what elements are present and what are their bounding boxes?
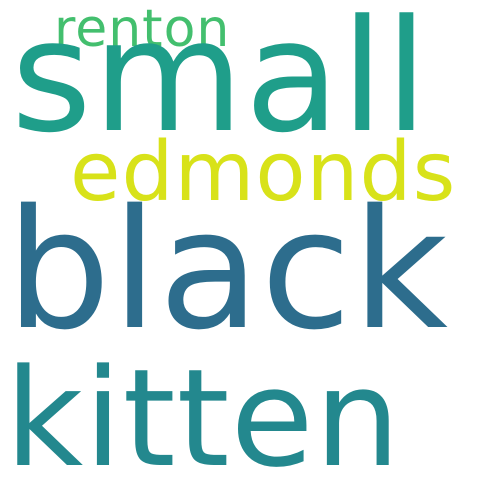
word-kitten: kitten [5,340,402,497]
word-renton: renton [54,0,231,59]
word-edmonds: edmonds [70,125,457,220]
word-small: small [11,0,429,167]
word-black: black [6,174,449,366]
